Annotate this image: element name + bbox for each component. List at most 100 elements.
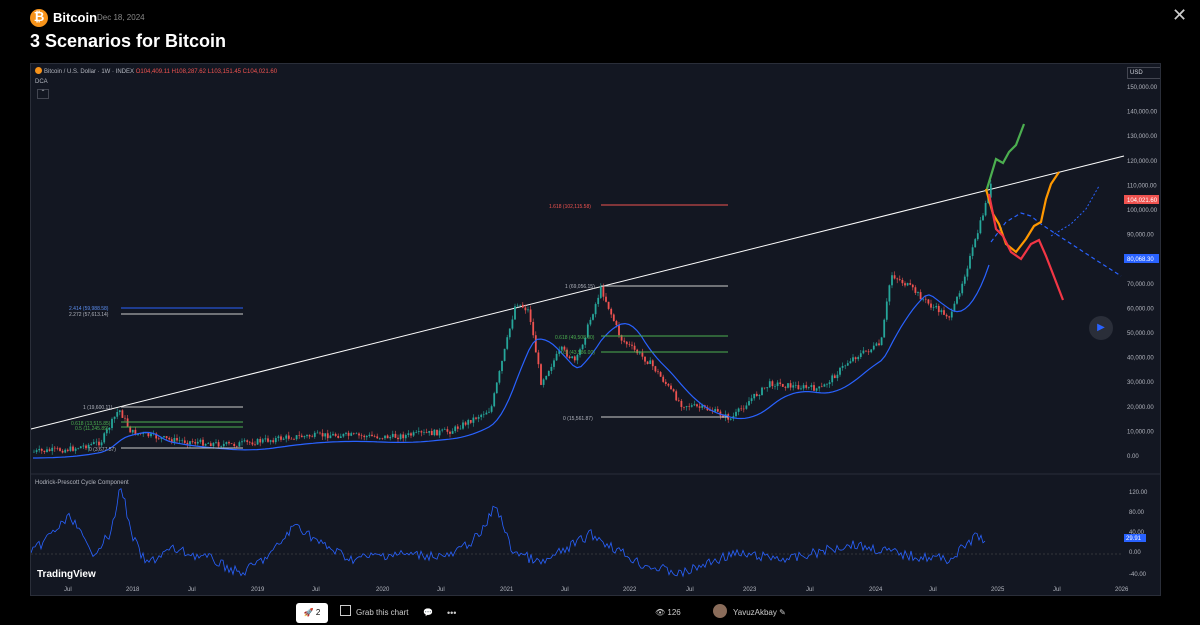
- price-candle: [40, 448, 43, 451]
- collapse-button[interactable]: ⌃: [37, 89, 49, 99]
- price-candle: [571, 356, 574, 359]
- tradingview-logo[interactable]: TradingView: [37, 569, 96, 580]
- indicator-label: DCA: [35, 79, 48, 85]
- last-price-label: 104,021.60: [1127, 198, 1158, 204]
- price-candle: [631, 344, 633, 346]
- price-candle: [412, 432, 415, 436]
- price-candle: [441, 429, 444, 431]
- price-candle: [969, 255, 971, 269]
- price-candle: [121, 410, 124, 418]
- price-candle: [776, 382, 779, 387]
- price-candle: [826, 384, 828, 385]
- price-candle: [649, 360, 652, 365]
- price-candle: [194, 442, 197, 444]
- time-axis-label: Jul: [929, 587, 937, 593]
- time-axis-label: Jul: [806, 587, 814, 593]
- time-axis-label: 2023: [743, 587, 757, 593]
- price-candle: [750, 398, 753, 402]
- price-candle: [233, 443, 236, 447]
- price-candle: [308, 435, 311, 437]
- price-candle: [906, 283, 909, 286]
- close-icon[interactable]: ✕: [1172, 5, 1188, 26]
- boost-button[interactable]: 🚀 2: [296, 603, 328, 623]
- price-candle: [178, 440, 181, 442]
- price-candle: [698, 406, 701, 408]
- price-candle: [79, 446, 82, 449]
- play-icon[interactable]: ▶: [1089, 316, 1113, 340]
- price-tick-label: 60,000.00: [1127, 306, 1154, 312]
- price-candle: [277, 436, 280, 439]
- price-candle: [737, 408, 740, 412]
- price-candle: [568, 356, 571, 359]
- time-axis-label: 2018: [126, 587, 140, 593]
- price-candle: [381, 437, 384, 439]
- price-candle: [974, 239, 977, 248]
- price-candle: [597, 297, 600, 305]
- price-candle: [735, 411, 737, 417]
- price-candle: [511, 319, 514, 329]
- price-candle: [199, 439, 202, 442]
- price-candle: [755, 393, 758, 396]
- price-candle: [482, 414, 485, 416]
- price-candle: [807, 386, 810, 388]
- price-candle: [173, 438, 176, 443]
- price-candle: [805, 385, 808, 388]
- price-candle: [386, 435, 389, 439]
- price-candle: [943, 310, 945, 315]
- price-candle: [867, 351, 870, 353]
- price-candle: [794, 385, 797, 386]
- price-candle: [467, 420, 470, 425]
- comment-icon[interactable]: 💬: [423, 608, 433, 617]
- symbol-name[interactable]: Bitcoin: [53, 10, 98, 25]
- grab-chart-button[interactable]: Grab this chart: [340, 603, 408, 623]
- price-candle: [134, 429, 137, 435]
- price-candle: [397, 437, 399, 440]
- price-candle: [241, 441, 243, 443]
- currency-selector[interactable]: USD: [1127, 67, 1160, 79]
- price-candle: [306, 435, 308, 437]
- time-axis-label: 2026: [1115, 587, 1129, 593]
- price-candle: [636, 349, 639, 354]
- price-candle: [501, 360, 503, 372]
- author-link[interactable]: YavuzAkbay ✎: [713, 603, 786, 623]
- price-candle: [781, 383, 784, 387]
- price-candle: [436, 429, 438, 436]
- symbol-legend: Bitcoin / U.S. Dollar · 1W · INDEX O104,…: [35, 67, 277, 75]
- price-candle: [688, 406, 691, 407]
- price-candle: [56, 448, 59, 449]
- price-candle: [789, 383, 792, 388]
- fib-level-label: 2.414 (59,988.58): [69, 306, 109, 312]
- price-candle: [53, 447, 56, 449]
- price-tick-label: 110,000.00: [1127, 183, 1157, 189]
- more-icon[interactable]: •••: [447, 608, 457, 618]
- price-candle: [254, 444, 256, 446]
- avatar: [713, 604, 727, 618]
- price-candle: [628, 344, 631, 345]
- bitcoin-icon: ₿: [30, 9, 48, 27]
- price-candle: [888, 285, 891, 302]
- price-candle: [319, 432, 321, 434]
- price-candle: [290, 438, 293, 440]
- price-candle: [113, 416, 116, 419]
- price-candle: [274, 438, 277, 443]
- price-candle: [771, 381, 774, 387]
- price-candle: [849, 361, 852, 364]
- price-candle: [927, 299, 930, 304]
- price-candle: [480, 414, 483, 418]
- price-candle: [831, 375, 834, 383]
- price-candle: [371, 434, 373, 437]
- price-candle: [839, 367, 841, 375]
- fib-level-label: 0.618 (13,515.85): [71, 421, 111, 427]
- price-candle: [446, 429, 449, 432]
- price-candle: [282, 438, 285, 440]
- price-candle: [579, 349, 581, 355]
- price-candle: [589, 319, 592, 325]
- price-candle: [131, 429, 134, 433]
- price-candle: [911, 284, 914, 288]
- price-candle: [472, 417, 475, 423]
- price-candle: [675, 391, 678, 401]
- chart-area[interactable]: 150,000.00 140,000.00 130,000.00 120,000.00…: [30, 63, 1161, 596]
- price-candle: [664, 381, 667, 384]
- publish-date: Dec 18, 2024: [97, 13, 145, 22]
- fib-level-label: 0 (3,677.57): [89, 447, 116, 453]
